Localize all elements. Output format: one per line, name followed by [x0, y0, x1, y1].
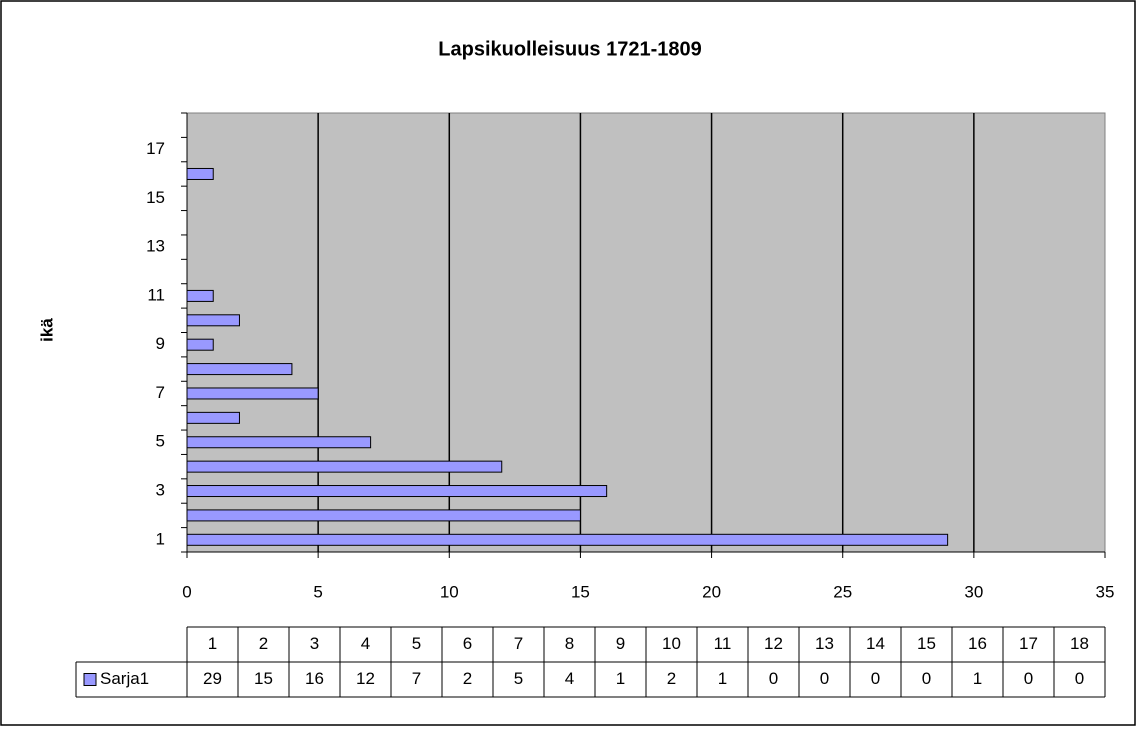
- table-header: 2: [259, 634, 268, 653]
- x-tick-label: 10: [440, 582, 459, 601]
- bar: [186, 167, 214, 180]
- bar: [186, 509, 581, 522]
- table-value: 15: [254, 669, 273, 688]
- bar: [186, 485, 608, 498]
- table-header: 7: [514, 634, 523, 653]
- table-value: 0: [820, 669, 829, 688]
- bar: [186, 436, 372, 449]
- table-header: 6: [463, 634, 472, 653]
- bar: [186, 533, 949, 546]
- bar: [186, 387, 319, 400]
- y-tick-label: 13: [146, 237, 165, 256]
- table-header: 14: [866, 634, 885, 653]
- x-tick-label: 20: [702, 582, 721, 601]
- x-tick-label: 25: [833, 582, 852, 601]
- table-value: 0: [1075, 669, 1084, 688]
- table-value: 29: [203, 669, 222, 688]
- table-header: 18: [1070, 634, 1089, 653]
- table-header: 12: [764, 634, 783, 653]
- x-tick-label: 5: [313, 582, 322, 601]
- table-value: 1: [718, 669, 727, 688]
- y-tick-label: 7: [156, 383, 165, 402]
- x-tick-label: 15: [571, 582, 590, 601]
- chart-title: Lapsikuolleisuus 1721-1809: [438, 38, 701, 60]
- y-tick-label: 3: [156, 481, 165, 500]
- y-tick-label: 17: [146, 139, 165, 158]
- table-value: 0: [769, 669, 778, 688]
- y-axis-label: ikä: [37, 318, 56, 342]
- table-header: 3: [310, 634, 319, 653]
- bar: [186, 338, 214, 351]
- table-header: 13: [815, 634, 834, 653]
- y-tick-label: 11: [147, 285, 165, 304]
- table-value: 0: [871, 669, 880, 688]
- y-tick-label: 9: [156, 334, 165, 353]
- table-value: 1: [616, 669, 625, 688]
- table-header: 16: [968, 634, 987, 653]
- table-value: 7: [412, 669, 421, 688]
- table-value: 16: [305, 669, 324, 688]
- legend-key: [83, 673, 97, 686]
- bar: [186, 363, 293, 376]
- table-value: 0: [922, 669, 931, 688]
- table-header: 5: [412, 634, 421, 653]
- x-tick-label: 35: [1096, 582, 1115, 601]
- table-header: 15: [917, 634, 936, 653]
- table-header: 11: [714, 634, 732, 653]
- bar: [186, 314, 240, 327]
- table-header: 9: [616, 634, 625, 653]
- y-tick-label: 5: [156, 432, 165, 451]
- table-value: 4: [565, 669, 574, 688]
- table-value: 0: [1024, 669, 1033, 688]
- x-tick-label: 30: [964, 582, 983, 601]
- table-value: 5: [514, 669, 523, 688]
- table-header: 1: [208, 634, 217, 653]
- bar: [186, 411, 240, 424]
- table-header: 17: [1019, 634, 1038, 653]
- bar: [186, 460, 503, 473]
- y-tick-label: 15: [146, 188, 165, 207]
- legend-label: Sarja1: [100, 669, 149, 688]
- table-value: 1: [973, 669, 982, 688]
- bar: [186, 289, 214, 302]
- table-header: 4: [361, 634, 370, 653]
- table-value: 12: [356, 669, 375, 688]
- table-header: 8: [565, 634, 574, 653]
- plot-area: [186, 112, 1106, 553]
- table-value: 2: [667, 669, 676, 688]
- y-tick-label: 1: [156, 529, 165, 548]
- x-tick-label: 0: [182, 582, 191, 601]
- table-header: 10: [662, 634, 681, 653]
- table-value: 2: [463, 669, 472, 688]
